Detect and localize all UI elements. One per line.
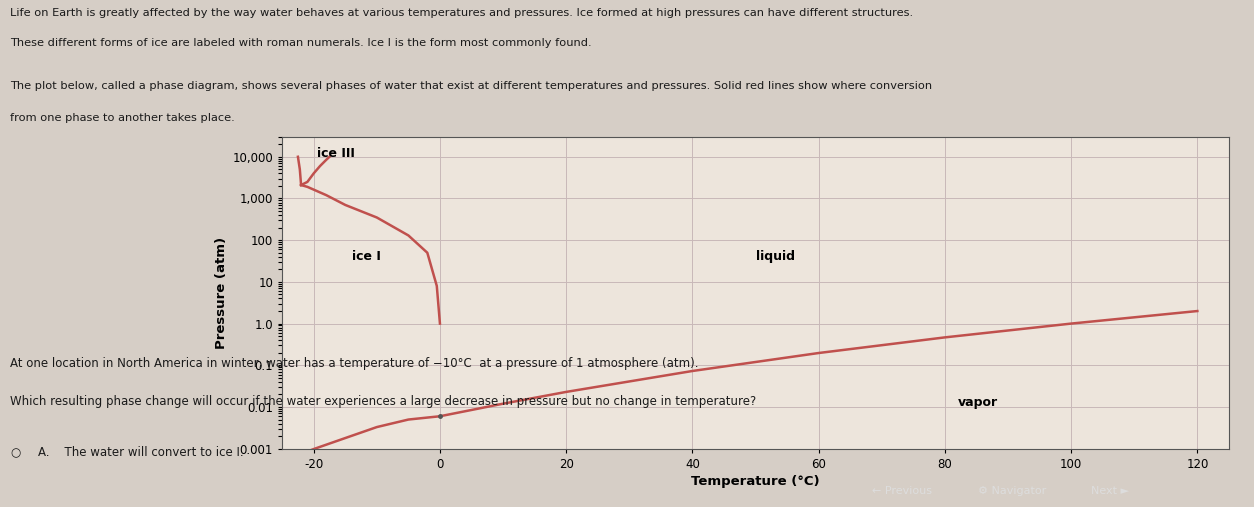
- Text: Next ►: Next ►: [1091, 486, 1129, 495]
- Text: ⚙ Navigator: ⚙ Navigator: [978, 486, 1046, 495]
- Text: ○: ○: [10, 446, 20, 459]
- Text: ice III: ice III: [317, 147, 355, 160]
- Text: The plot below, called a phase diagram, shows several phases of water that exist: The plot below, called a phase diagram, …: [10, 81, 932, 91]
- Text: At one location in North America in winter, water has a temperature of −10°C  at: At one location in North America in wint…: [10, 357, 698, 371]
- Text: These different forms of ice are labeled with roman numerals. Ice I is the form : These different forms of ice are labeled…: [10, 38, 592, 48]
- X-axis label: Temperature (°C): Temperature (°C): [691, 475, 820, 488]
- Text: from one phase to another takes place.: from one phase to another takes place.: [10, 113, 234, 123]
- Text: A.    The water will convert to ice I.: A. The water will convert to ice I.: [38, 446, 243, 459]
- Text: liquid: liquid: [755, 250, 795, 263]
- Text: Life on Earth is greatly affected by the way water behaves at various temperatur: Life on Earth is greatly affected by the…: [10, 8, 913, 18]
- Text: Which resulting phase change will occur if the water experiences a large decreas: Which resulting phase change will occur …: [10, 395, 756, 409]
- Text: vapor: vapor: [958, 396, 998, 409]
- Y-axis label: Pressure (atm): Pressure (atm): [216, 237, 228, 349]
- Text: ice I: ice I: [351, 250, 380, 263]
- Text: ← Previous: ← Previous: [872, 486, 932, 495]
